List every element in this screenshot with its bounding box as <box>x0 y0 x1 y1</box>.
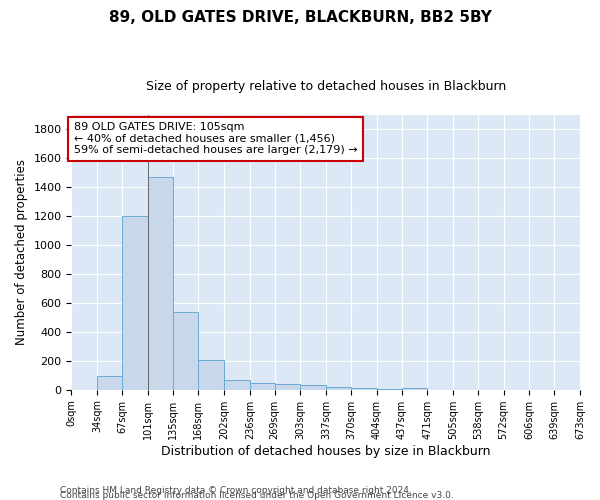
Bar <box>199 360 224 390</box>
Y-axis label: Number of detached properties: Number of detached properties <box>15 160 28 346</box>
Bar <box>326 386 351 390</box>
Text: Contains public sector information licensed under the Open Government Licence v3: Contains public sector information licen… <box>60 491 454 500</box>
Text: 89 OLD GATES DRIVE: 105sqm
← 40% of detached houses are smaller (1,456)
59% of s: 89 OLD GATES DRIVE: 105sqm ← 40% of deta… <box>74 122 357 156</box>
Bar <box>250 383 275 390</box>
Bar <box>401 388 427 390</box>
Bar <box>122 216 148 390</box>
Bar <box>275 384 301 390</box>
Bar <box>148 177 173 390</box>
Bar <box>301 386 326 390</box>
Bar <box>97 376 122 390</box>
Bar <box>351 388 377 390</box>
Text: 89, OLD GATES DRIVE, BLACKBURN, BB2 5BY: 89, OLD GATES DRIVE, BLACKBURN, BB2 5BY <box>109 10 491 25</box>
Bar <box>173 312 199 390</box>
Bar <box>377 389 401 390</box>
Title: Size of property relative to detached houses in Blackburn: Size of property relative to detached ho… <box>146 80 506 93</box>
X-axis label: Distribution of detached houses by size in Blackburn: Distribution of detached houses by size … <box>161 444 490 458</box>
Bar <box>224 380 250 390</box>
Text: Contains HM Land Registry data © Crown copyright and database right 2024.: Contains HM Land Registry data © Crown c… <box>60 486 412 495</box>
